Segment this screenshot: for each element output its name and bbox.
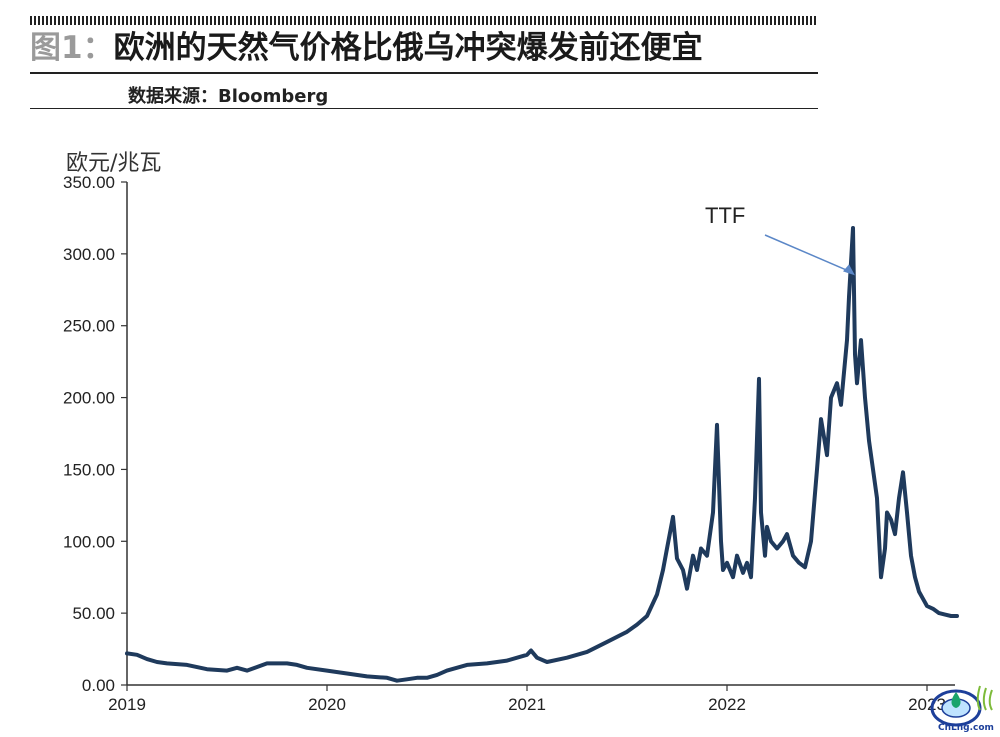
- figure-number: 图1：: [30, 30, 114, 66]
- y-tick-label: 100.00: [63, 532, 115, 551]
- y-tick-label: 300.00: [63, 245, 115, 264]
- y-tick-label: 250.00: [63, 317, 115, 336]
- y-axis-label: 欧元/兆瓦: [66, 151, 161, 176]
- x-tick-label: 2020: [308, 695, 346, 714]
- annotation-label: TTF: [705, 203, 745, 228]
- series-line-ttf: [125, 226, 959, 683]
- x-tick-label: 2022: [708, 695, 746, 714]
- figure-title: 图1：欧洲的天然气价格比俄乌冲突爆发前还便宜: [30, 28, 703, 68]
- cnlng-logo-icon: CnLng.com: [930, 685, 994, 733]
- title-rule: [30, 72, 818, 74]
- figure-source: 数据来源：Bloomberg: [128, 86, 329, 107]
- annotation-arrowhead: [843, 264, 855, 276]
- y-tick-label: 150.00: [63, 460, 115, 479]
- annotation-arrow: [764, 234, 853, 274]
- watermark-text: CnLng.com: [938, 723, 994, 733]
- figure-title-text: 欧洲的天然气价格比俄乌冲突爆发前还便宜: [113, 30, 703, 66]
- source-rule: [30, 108, 818, 109]
- y-tick-label: 200.00: [63, 389, 115, 408]
- x-tick-label: 2021: [508, 695, 546, 714]
- title-hatch-bar: [30, 16, 818, 25]
- y-tick-label: 0.00: [82, 676, 115, 695]
- x-tick-label: 2019: [108, 695, 146, 714]
- y-tick-label: 350.00: [63, 173, 115, 192]
- y-tick-label: 50.00: [72, 604, 115, 623]
